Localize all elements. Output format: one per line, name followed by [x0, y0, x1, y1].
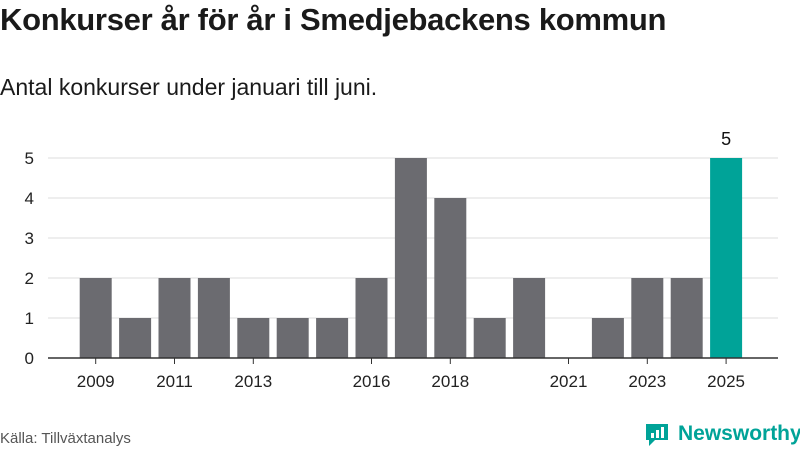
bar-2017: [394, 158, 427, 358]
bar-2018: [434, 198, 467, 358]
x-tick-label: 2011: [156, 372, 193, 391]
bar-2020: [513, 278, 546, 358]
x-tick-label: 2018: [431, 372, 469, 391]
y-tick-label: 3: [25, 229, 34, 248]
bar-2014: [276, 318, 309, 358]
y-tick-label: 2: [25, 269, 34, 288]
chart-title: Konkurser år för år i Smedjebackens komm…: [0, 2, 667, 37]
data-label-2025: 5: [721, 129, 731, 149]
bar-2023: [631, 278, 664, 358]
x-tick-label: 2016: [353, 372, 391, 391]
bar-chart: 0 1 2 3 4 5 2009 2011 2013 2016 2018 2021 2023 2025 5: [25, 129, 778, 391]
bar-2016: [355, 278, 388, 358]
source-note: Källa: Tillväxtanalys: [0, 430, 131, 447]
y-tick-label: 0: [25, 349, 34, 368]
bar-2024: [670, 278, 703, 358]
bar-2025: [710, 158, 743, 358]
newsworthy-logo: Newsworthy: [644, 420, 800, 448]
x-tick-label: 2023: [628, 372, 666, 391]
bar-2019: [473, 318, 506, 358]
bar-2022: [591, 318, 624, 358]
newsworthy-logo-icon: [646, 424, 668, 446]
bar-2015: [316, 318, 349, 358]
bar-2011: [158, 278, 191, 358]
x-tick-label: 2013: [234, 372, 272, 391]
x-tick-label: 2021: [550, 372, 588, 391]
y-tick-label: 1: [25, 309, 34, 328]
bar-2013: [237, 318, 270, 358]
bar-2010: [119, 318, 152, 358]
tick-labels: 0 1 2 3 4 5 2009 2011 2013 2016 2018 2021 2023 2025 5: [25, 129, 745, 391]
logo-text: Newsworthy: [678, 422, 800, 445]
y-tick-label: 4: [25, 189, 34, 208]
x-tick-label: 2009: [77, 372, 115, 391]
bar-2012: [197, 278, 230, 358]
x-axis: [48, 357, 778, 364]
bar-2009: [79, 278, 112, 358]
chart-subtitle: Antal konkurser under januari till juni.: [0, 74, 378, 100]
x-tick-label: 2025: [707, 372, 745, 391]
y-tick-label: 5: [25, 149, 34, 168]
bars: [79, 158, 743, 358]
